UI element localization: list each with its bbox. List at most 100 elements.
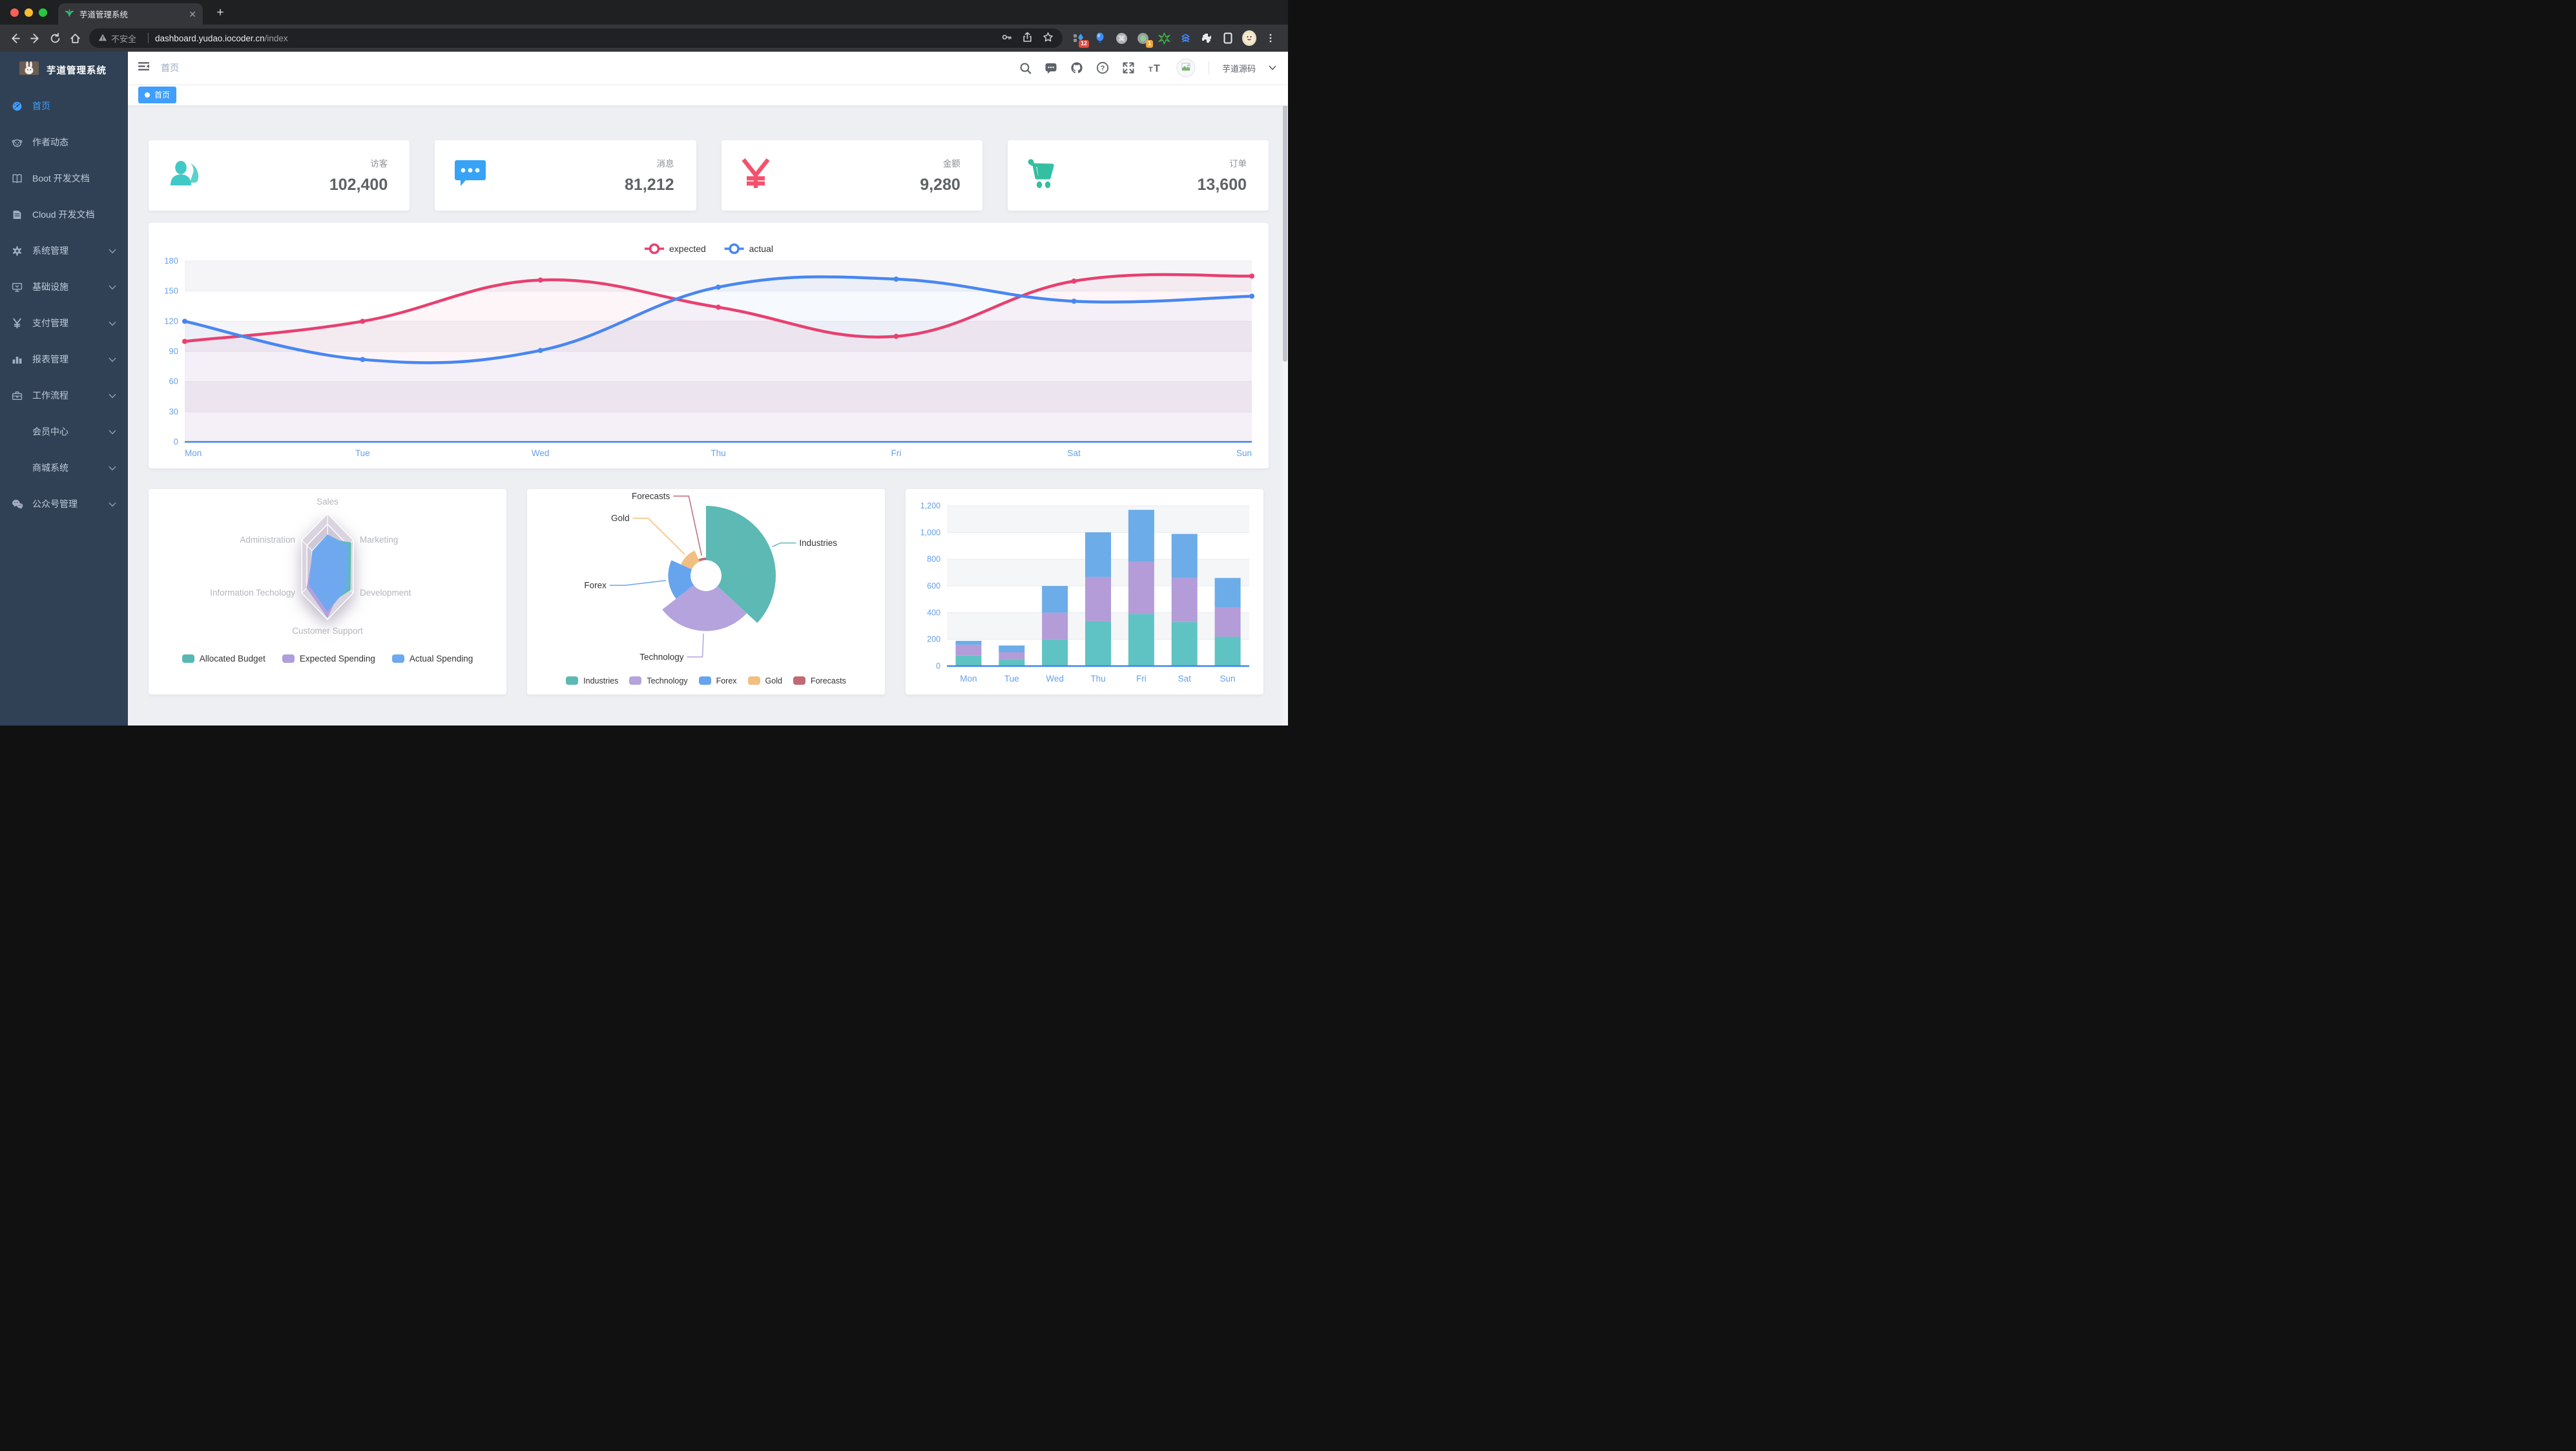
extension-icon[interactable]: 12	[1072, 31, 1089, 48]
pie-legend-item[interactable]: Industries	[566, 676, 618, 685]
dashboard-content: 访客 102,400 消息 81,212 金额 9,280 订单 13,600 0 30 60 90…	[128, 106, 1288, 694]
tab-title: 芋道管理系统	[79, 10, 129, 19]
close-window-button[interactable]	[10, 8, 19, 17]
svg-text:1,200: 1,200	[920, 501, 940, 510]
user-avatar[interactable]	[1176, 58, 1196, 78]
security-warning-icon	[98, 33, 107, 44]
svg-text:Sun: Sun	[1220, 674, 1236, 684]
radar-legend-item[interactable]: Actual Spending	[391, 654, 473, 663]
line-chart[interactable]: 0 30 60 90 120 150 180 Mon Tue Wed Thu Fri Sat Sun exp…	[149, 223, 1263, 468]
back-icon[interactable]	[5, 28, 25, 48]
breadcrumb[interactable]: 首页	[161, 63, 179, 73]
svg-text:Thu: Thu	[711, 448, 725, 458]
radar-chart[interactable]: Sales Marketing Development Customer Suppor…	[149, 489, 506, 644]
forward-icon[interactable]	[25, 28, 45, 48]
svg-text:120: 120	[164, 316, 178, 326]
svg-text:Industries: Industries	[799, 538, 837, 548]
svg-text:Fri: Fri	[891, 448, 901, 458]
security-label[interactable]: 不安全	[111, 34, 137, 44]
radar-legend-item[interactable]: Expected Spending	[282, 654, 375, 663]
line-legend-actual[interactable]: actual	[724, 243, 773, 255]
pie-legend-item[interactable]: Forex	[698, 676, 737, 685]
browser-toolbar: 不安全 dashboard.yudao.iocoder.cn/index 12 …	[0, 25, 1288, 52]
tag-active-dot	[145, 92, 150, 98]
reload-icon[interactable]	[45, 28, 65, 48]
hamburger-icon[interactable]	[137, 59, 151, 76]
username[interactable]: 芋道源码	[1221, 63, 1256, 74]
browser-menu-icon[interactable]	[1263, 31, 1278, 45]
tab-favicon-leaf-icon	[65, 8, 74, 21]
stat-card-orders[interactable]: 订单 13,600	[1007, 140, 1269, 211]
app-logo[interactable]: 芋道管理系统	[0, 52, 128, 88]
profile-avatar-icon[interactable]	[1242, 30, 1256, 46]
bar-chart[interactable]: 0 200 400 600 800 1,000 1,200 Mon Tue Wed Thu Fri Sa…	[906, 489, 1263, 694]
sidebar-item-author-news[interactable]: 作者动态	[0, 124, 128, 160]
zoom-window-button[interactable]	[39, 8, 47, 17]
pie-legend-item[interactable]: Technology	[629, 676, 688, 685]
line-legend-expected[interactable]: expected	[645, 243, 706, 255]
new-tab-button[interactable]: +	[216, 6, 224, 19]
message-icon[interactable]	[1044, 62, 1057, 74]
page-scrollbar[interactable]	[1282, 52, 1288, 725]
extension-icon[interactable]	[1157, 31, 1171, 45]
sidebar-item-system-management[interactable]: 系统管理	[0, 233, 128, 269]
macos-traffic-lights[interactable]	[10, 8, 47, 17]
scrollbar-thumb[interactable]	[1283, 52, 1287, 362]
radar-legend-item[interactable]: Allocated Budget	[182, 654, 265, 663]
help-icon[interactable]: ?	[1096, 61, 1109, 74]
extensions-puzzle-icon[interactable]	[1200, 31, 1214, 45]
pie-legend-item[interactable]: Gold	[747, 676, 782, 685]
app-title: 芋道管理系统	[47, 65, 107, 76]
sidebar-item-cloud-docs[interactable]: Cloud 开发文档	[0, 196, 128, 233]
sidebar-item-label: Boot 开发文档	[32, 173, 90, 183]
radar-legend: Allocated Budget Expected Spending Actual …	[182, 644, 473, 673]
bookmark-star-icon[interactable]	[1043, 32, 1054, 45]
sidebar-item-label: 商城系统	[32, 463, 68, 473]
password-key-icon[interactable]	[1001, 32, 1012, 45]
github-icon[interactable]	[1070, 61, 1083, 74]
wechat-icon	[12, 499, 31, 510]
sidebar-item-wechat-official[interactable]: 公众号管理	[0, 486, 128, 522]
sidebar-item-workflow[interactable]: 工作流程	[0, 377, 128, 413]
browser-tab[interactable]: 芋道管理系统 ✕	[58, 3, 203, 25]
extension-icon[interactable]	[1093, 31, 1107, 45]
minimize-window-button[interactable]	[25, 8, 33, 17]
pie-chart-card: Industries Technology Forex Gold Forecasts I…	[527, 489, 885, 694]
sidebar-item-infrastructure[interactable]: 基础设施	[0, 269, 128, 305]
tag-home[interactable]: 首页	[138, 86, 177, 103]
svg-text:expected: expected	[669, 244, 706, 254]
people-icon	[168, 160, 202, 191]
search-icon[interactable]	[1019, 62, 1032, 74]
extension-icon[interactable]	[1178, 31, 1192, 45]
svg-text:600: 600	[927, 581, 940, 590]
tab-close-icon[interactable]: ✕	[189, 8, 196, 19]
url-text[interactable]: dashboard.yudao.iocoder.cn/index	[155, 33, 288, 43]
home-icon[interactable]	[65, 28, 85, 48]
pie-legend-item[interactable]: Forecasts	[793, 676, 846, 685]
svg-text:Thu: Thu	[1090, 674, 1105, 684]
extension-icon[interactable]: 1	[1136, 31, 1153, 48]
radar-chart-card: Sales Marketing Development Customer Suppor…	[149, 489, 506, 694]
address-divider	[148, 33, 149, 43]
sidebar-item-home[interactable]: 首页	[0, 88, 128, 124]
stat-card-visitors[interactable]: 访客 102,400	[149, 140, 410, 211]
pie-chart[interactable]: Industries Technology Forex Gold Forecasts	[527, 489, 885, 667]
svg-text:Mon: Mon	[960, 674, 977, 684]
extension-icon[interactable]	[1221, 31, 1235, 45]
share-icon[interactable]	[1022, 32, 1033, 45]
user-caret-down-icon[interactable]	[1269, 65, 1276, 70]
sidebar-item-member-center[interactable]: 会员中心	[0, 413, 128, 450]
sidebar-item-label: 首页	[32, 101, 50, 111]
address-bar[interactable]: 不安全 dashboard.yudao.iocoder.cn/index	[89, 28, 1063, 48]
fullscreen-icon[interactable]	[1122, 61, 1135, 74]
extension-icon[interactable]: ⌘	[1114, 31, 1128, 45]
sidebar-item-mall-system[interactable]: 商城系统	[0, 450, 128, 486]
sidebar-item-payment-management[interactable]: 支付管理	[0, 305, 128, 341]
stat-card-amount[interactable]: 金额 9,280	[721, 140, 982, 211]
stat-card-messages[interactable]: 消息 81,212	[435, 140, 696, 211]
book-icon	[12, 173, 31, 184]
sidebar-item-boot-docs[interactable]: Boot 开发文档	[0, 160, 128, 196]
sidebar-item-report-management[interactable]: 报表管理	[0, 341, 128, 377]
message-icon	[454, 159, 486, 192]
